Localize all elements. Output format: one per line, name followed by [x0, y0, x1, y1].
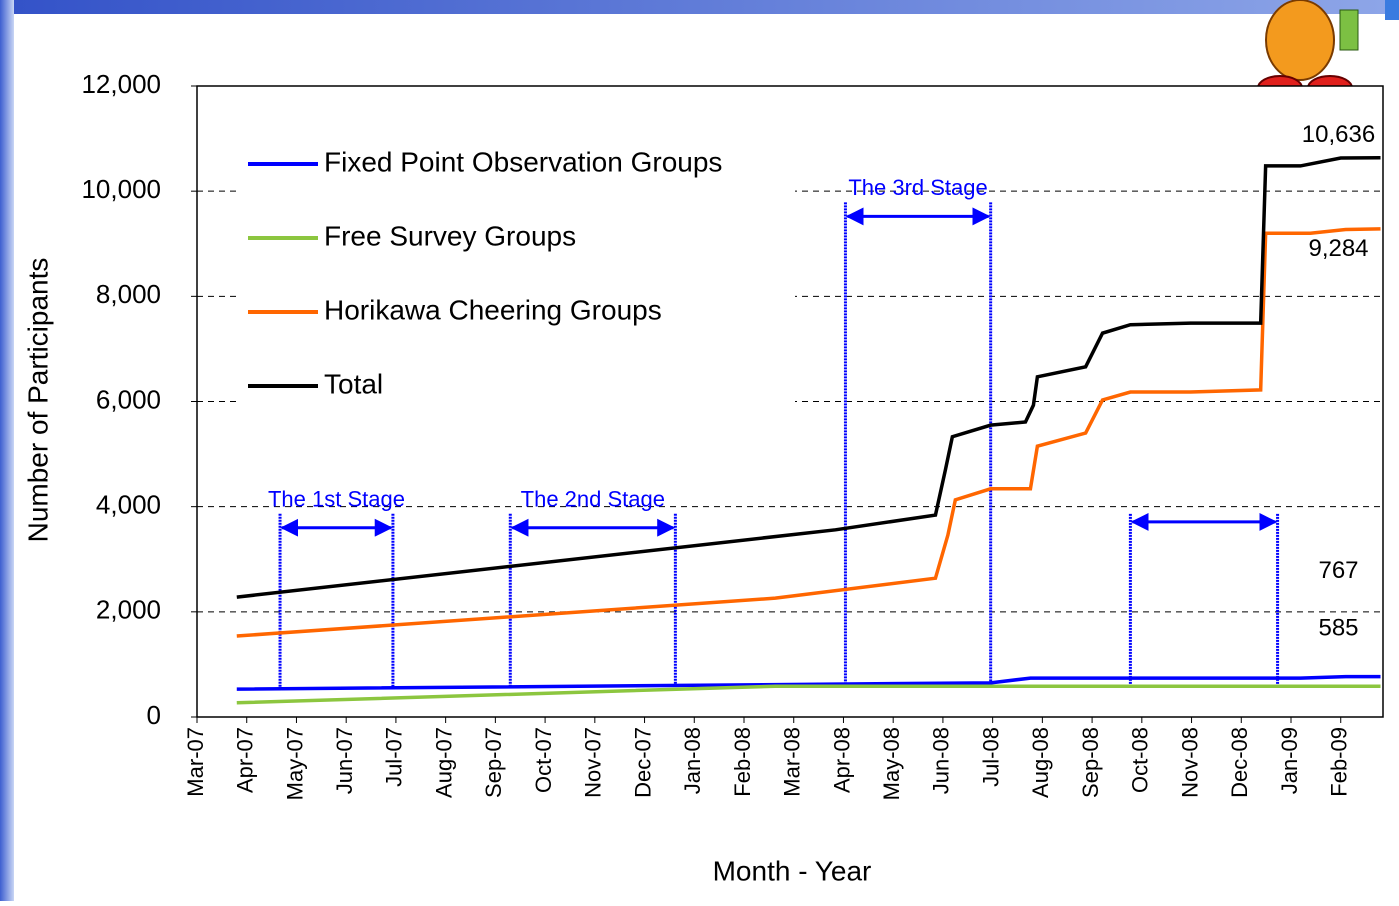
x-tick-label: Nov-07 — [581, 727, 606, 798]
x-tick-label: Dec-08 — [1227, 727, 1252, 798]
x-tick-label: Jun-08 — [929, 727, 954, 794]
value-label: 9,284 — [1308, 235, 1368, 262]
x-tick-label: Jan-09 — [1277, 727, 1302, 794]
x-tick-label: Nov-08 — [1177, 727, 1202, 798]
y-tick-label: 6,000 — [96, 384, 161, 414]
x-tick-label: Oct-07 — [531, 727, 556, 793]
stage-label: The 2nd Stage — [521, 487, 665, 512]
y-tick-label: 2,000 — [96, 595, 161, 625]
y-tick-label: 4,000 — [96, 490, 161, 520]
value-label: 585 — [1318, 615, 1358, 642]
stage-label: The 1st Stage — [268, 487, 405, 512]
x-tick-label: Jul-07 — [382, 727, 407, 787]
x-tick-label: Jul-08 — [978, 727, 1003, 787]
x-tick-label: Sep-07 — [481, 727, 506, 798]
x-tick-label: Apr-08 — [829, 727, 854, 793]
y-tick-label: 10,000 — [81, 174, 161, 204]
y-tick-label: 12,000 — [81, 69, 161, 99]
x-tick-label: Mar-08 — [780, 727, 805, 797]
x-tick-label: Apr-07 — [233, 727, 258, 793]
legend-label: Free Survey Groups — [324, 220, 576, 251]
x-tick-label: Dec-07 — [630, 727, 655, 798]
x-tick-label: Mar-07 — [183, 727, 208, 797]
legend-label: Fixed Point Observation Groups — [324, 146, 722, 177]
chart: The 1st Stage The 2nd Stage The 3rd Stage 7… — [0, 0, 1399, 901]
x-tick-label: Jan-08 — [680, 727, 705, 794]
value-label: 767 — [1318, 557, 1358, 584]
y-tick-label: 0 — [147, 700, 161, 730]
x-tick-label: Feb-09 — [1327, 727, 1352, 797]
top-band — [0, 0, 1399, 14]
y-axis-label: Number of Participants — [22, 258, 53, 543]
stage-label: The 3rd Stage — [848, 175, 987, 200]
value-label: 10,636 — [1302, 121, 1375, 148]
left-band — [0, 0, 14, 901]
x-tick-label: Feb-08 — [730, 727, 755, 797]
x-axis-label: Month - Year — [713, 855, 872, 886]
x-tick-label: May-08 — [879, 727, 904, 800]
legend-label: Total — [324, 368, 383, 399]
x-tick-label: May-07 — [282, 727, 307, 800]
x-tick-label: Aug-07 — [431, 727, 456, 798]
mascot — [1258, 0, 1399, 100]
x-tick-label: Sep-08 — [1078, 727, 1103, 798]
x-tick-label: Jun-07 — [332, 727, 357, 794]
x-tick-label: Oct-08 — [1128, 727, 1153, 793]
legend-label: Horikawa Cheering Groups — [324, 294, 662, 325]
x-tick-label: Aug-08 — [1028, 727, 1053, 798]
y-tick-label: 8,000 — [96, 279, 161, 309]
